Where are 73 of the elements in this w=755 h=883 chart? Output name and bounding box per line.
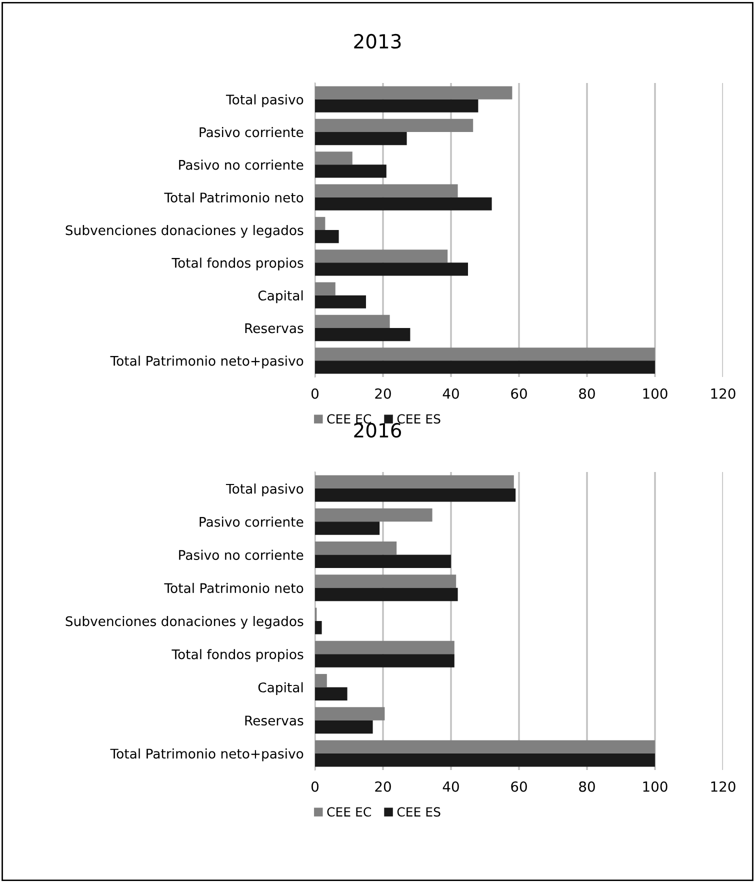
legend-label: CEE ES xyxy=(397,807,440,817)
legend-label: CEE EC xyxy=(327,807,371,817)
bar xyxy=(315,184,458,198)
y-tick-label: Pasivo no corriente xyxy=(179,550,304,560)
y-tick-label: Subvenciones donaciones y legados xyxy=(66,224,304,238)
y-tick-label: Pasivo corriente xyxy=(200,516,304,527)
y-tick-label: Capital xyxy=(258,682,303,695)
x-tick-label: 100 xyxy=(643,388,668,399)
bar xyxy=(315,282,336,296)
bar xyxy=(315,687,348,700)
legend-label: CEE ES xyxy=(397,414,440,424)
y-tick-label: Total Patrimonio neto+pasivo xyxy=(110,356,304,368)
bar xyxy=(315,508,432,522)
y-tick-label: Total fondos propios xyxy=(172,649,304,662)
bar xyxy=(315,640,454,654)
x-tick-label: 20 xyxy=(375,388,391,399)
x-tick-label: 0 xyxy=(311,388,318,399)
x-tick-label: 120 xyxy=(711,388,736,399)
bar xyxy=(315,152,352,165)
y-tick-label: Pasivo corriente xyxy=(200,126,304,138)
bar xyxy=(315,488,516,502)
y-tick-label: Total pasivo xyxy=(226,94,304,108)
bar xyxy=(315,348,655,361)
x-tick-label: 40 xyxy=(442,781,459,792)
x-tick-label: 0 xyxy=(311,781,318,792)
bar xyxy=(315,475,514,489)
bar xyxy=(315,328,410,342)
bar xyxy=(315,295,366,308)
bar xyxy=(315,720,373,734)
bar xyxy=(315,262,468,276)
x-tick-label: 100 xyxy=(643,781,668,792)
x-tick-label: 60 xyxy=(511,388,527,399)
bar xyxy=(315,522,380,535)
bar xyxy=(315,554,451,568)
bar xyxy=(315,197,492,210)
x-tick-label: 120 xyxy=(711,781,736,792)
bar xyxy=(315,250,448,263)
x-tick-label: 60 xyxy=(511,781,527,792)
x-tick-label: 80 xyxy=(579,388,595,399)
chart-title: 2016 xyxy=(354,422,402,438)
y-tick-label: Total Patrimonio neto xyxy=(164,192,304,203)
y-tick-label: Total Patrimonio neto+pasivo xyxy=(110,748,304,762)
bar xyxy=(315,360,655,374)
bar xyxy=(315,707,385,720)
chart-title: 2013 xyxy=(354,34,401,49)
y-tick-label: Subvenciones donaciones y legados xyxy=(66,616,304,629)
bar xyxy=(315,654,454,668)
legend-label: CEE EC xyxy=(327,414,371,424)
bar xyxy=(315,574,456,588)
y-tick-label: Pasivo no corriente xyxy=(179,160,304,170)
bar xyxy=(315,753,655,767)
bar xyxy=(315,164,386,178)
bar xyxy=(315,588,458,602)
bar xyxy=(315,230,339,244)
bar xyxy=(315,314,390,328)
x-tick-label: 80 xyxy=(579,781,595,792)
bar xyxy=(315,99,478,112)
bar xyxy=(315,216,326,230)
bar xyxy=(315,542,397,555)
bar xyxy=(315,132,407,146)
y-tick-label: Capital xyxy=(258,290,303,304)
y-tick-label: Reservas xyxy=(245,323,304,334)
x-tick-label: 20 xyxy=(375,781,391,792)
bar xyxy=(315,621,322,634)
y-tick-label: Total pasivo xyxy=(226,484,304,496)
y-tick-label: Total fondos propios xyxy=(172,258,304,270)
y-tick-label: Reservas xyxy=(245,716,304,726)
y-tick-label: Total Patrimonio neto xyxy=(164,582,304,594)
x-tick-label: 40 xyxy=(442,388,459,399)
bar xyxy=(315,740,655,754)
bar xyxy=(315,86,512,100)
bar xyxy=(315,118,474,132)
bar xyxy=(315,674,327,688)
